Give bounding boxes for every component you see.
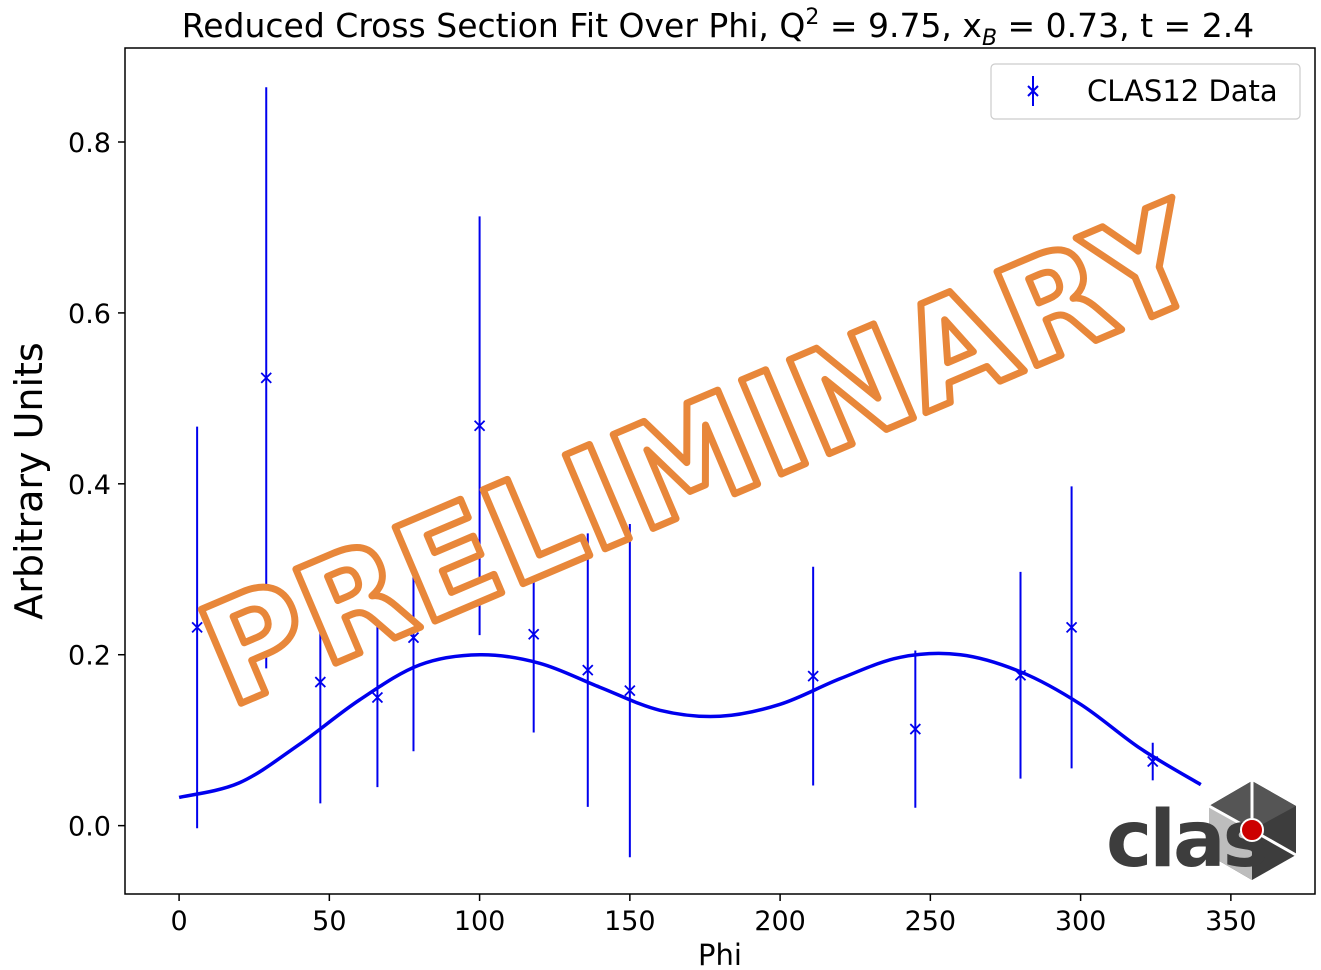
- data-points-layer: [191, 87, 1159, 858]
- title-mid2: = 0.73, t = 2.4: [997, 6, 1254, 45]
- x-tick-label: 100: [454, 906, 506, 937]
- y-axis-ticks: 0.0 0.2 0.4 0.6 0.8: [68, 128, 125, 843]
- data-point: [582, 533, 594, 807]
- data-point: [807, 566, 819, 786]
- x-tick-label: 0: [170, 906, 187, 937]
- y-tick-label: 0.8: [68, 128, 111, 159]
- x-tick-label: 200: [754, 906, 806, 937]
- x-marker: [1065, 621, 1078, 634]
- y-tick-label: 0.4: [68, 470, 111, 501]
- y-tick-label: 0.0: [68, 812, 111, 843]
- fit-curve: [178, 651, 1202, 800]
- data-point: [1014, 571, 1027, 779]
- x-marker: [314, 676, 326, 688]
- x-marker: [624, 684, 636, 697]
- fit-curve-layer: [178, 651, 1202, 800]
- x-marker: [909, 723, 921, 735]
- data-point: [473, 216, 486, 636]
- x-marker: [528, 628, 540, 640]
- data-point: [314, 560, 326, 804]
- data-point: [260, 87, 272, 669]
- plot-frame: [124, 47, 1316, 895]
- x-marker: [473, 420, 486, 432]
- clas-logo: clas: [1106, 781, 1297, 885]
- data-point: [909, 650, 921, 808]
- title-q-sup: 2: [805, 5, 819, 30]
- legend-entry-label: CLAS12 Data: [1087, 74, 1278, 108]
- data-point: [1147, 742, 1159, 781]
- clas-logo-text: clas: [1106, 795, 1266, 885]
- x-tick-label: 250: [905, 906, 957, 937]
- x-marker: [1147, 755, 1159, 768]
- x-tick-label: 50: [312, 906, 346, 937]
- x-marker: [191, 621, 203, 634]
- y-tick-label: 0.2: [68, 641, 111, 672]
- title-mid1: = 9.75, x: [819, 6, 982, 45]
- legend-box: [990, 63, 1301, 120]
- x-marker: [371, 691, 384, 704]
- x-marker: [1014, 669, 1027, 681]
- x-axis-label: Phi: [698, 938, 742, 970]
- y-tick-label: 0.6: [68, 299, 111, 330]
- title-prefix: Reduced Cross Section Fit Over Phi, Q: [182, 6, 806, 45]
- data-point: [528, 535, 540, 733]
- legend: CLAS12 Data: [990, 63, 1301, 120]
- chart-title: Reduced Cross Section Fit Over Phi, Q2 =…: [182, 5, 1254, 51]
- x-marker: [807, 670, 819, 682]
- legend-x-marker: [1027, 85, 1039, 97]
- data-point: [1065, 486, 1078, 769]
- x-tick-label: 300: [1055, 906, 1107, 937]
- x-marker: [260, 372, 272, 384]
- preliminary-watermark: PRELIMINARY: [179, 172, 1225, 739]
- data-point: [407, 523, 420, 752]
- title-x-sub: B: [982, 26, 997, 51]
- x-tick-label: 350: [1205, 906, 1257, 937]
- y-axis-label: Arbitrary Units: [7, 342, 51, 619]
- data-point: [624, 523, 636, 858]
- x-marker: [582, 664, 594, 676]
- x-axis-ticks: 0 50 100 150 200 250 300 350: [170, 894, 1257, 937]
- clas-logo-dot: [1240, 818, 1264, 842]
- x-tick-label: 150: [604, 906, 656, 937]
- x-marker: [407, 631, 420, 644]
- data-point: [191, 426, 203, 829]
- data-point: [371, 607, 384, 788]
